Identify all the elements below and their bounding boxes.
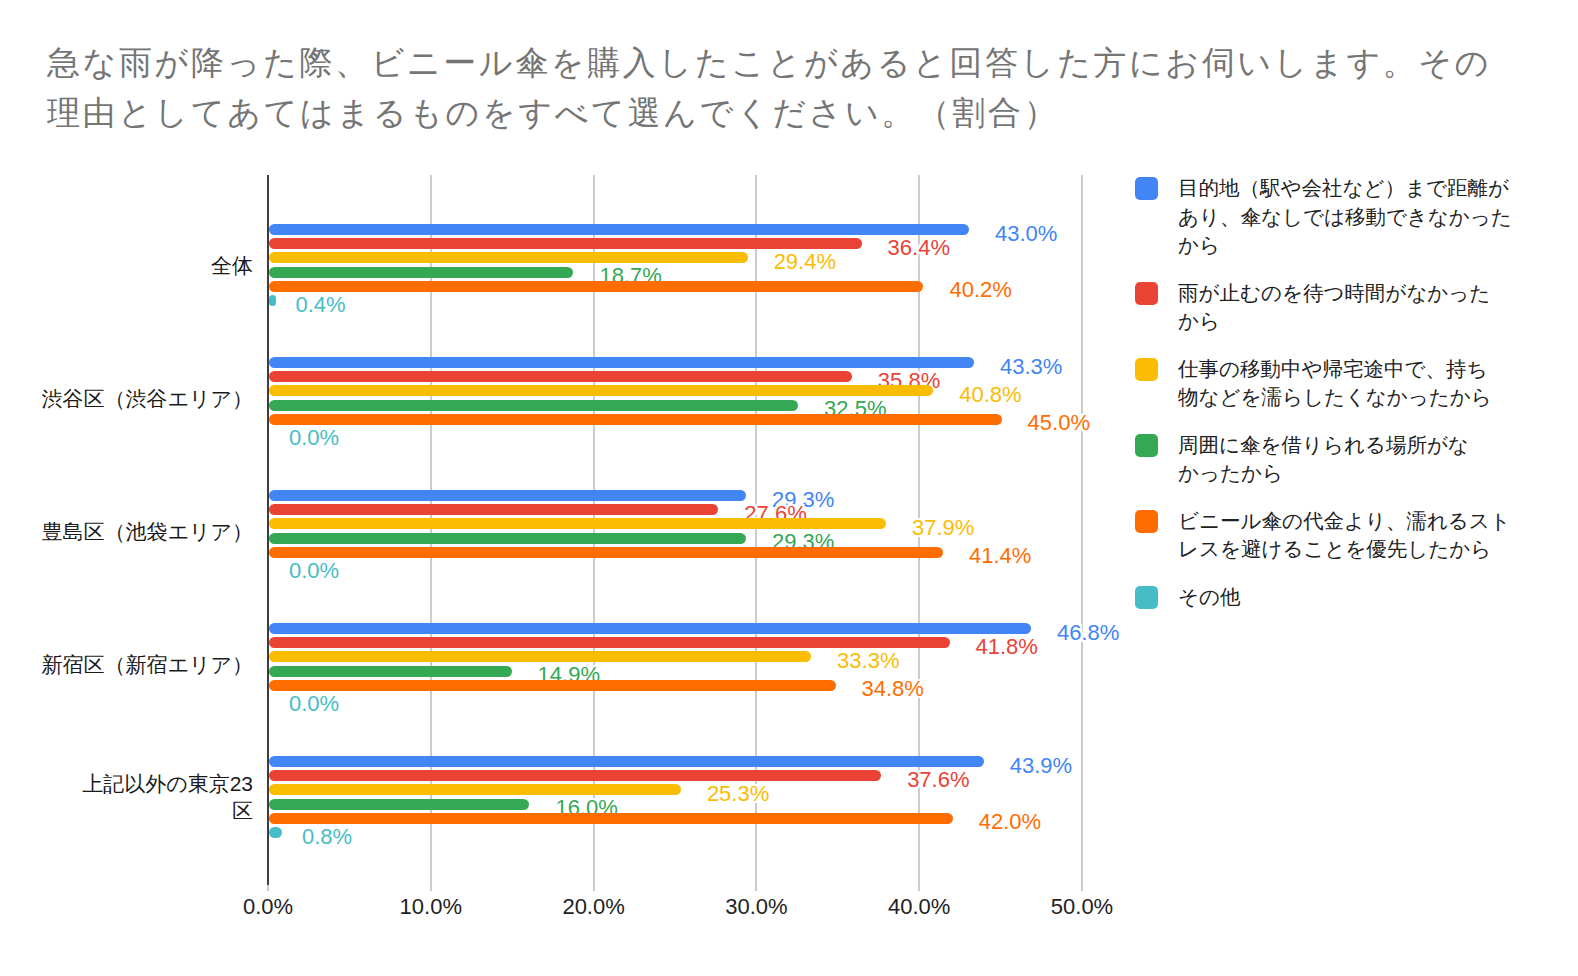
bar-series1-cat5 xyxy=(269,756,984,767)
value-label: 0.8% xyxy=(302,824,352,850)
value-label: 43.3% xyxy=(1000,354,1062,380)
y-axis-line xyxy=(267,175,269,885)
bar-series1-cat2 xyxy=(269,357,974,368)
bar-series5-cat1 xyxy=(269,281,923,292)
category-label: 渋谷区（渋谷エリア） xyxy=(13,385,253,412)
legend-item-4: 周囲に傘を借りられる場所がな かったから xyxy=(1135,431,1540,488)
value-label: 40.8% xyxy=(959,382,1021,408)
value-label: 25.3% xyxy=(707,781,769,807)
bar-series3-cat2 xyxy=(269,385,933,396)
value-label: 42.0% xyxy=(979,809,1041,835)
bar-series5-cat3 xyxy=(269,547,943,558)
bar-series1-cat3 xyxy=(269,490,746,501)
legend-swatch-icon xyxy=(1135,510,1158,533)
category-label: 豊島区（池袋エリア） xyxy=(13,518,253,545)
bar-series5-cat4 xyxy=(269,680,836,691)
value-label: 37.9% xyxy=(912,515,974,541)
category-label: 上記以外の東京23 区 xyxy=(13,770,253,824)
category-label: 全体 xyxy=(13,252,253,279)
value-label: 0.4% xyxy=(296,292,346,318)
bar-series4-cat2 xyxy=(269,400,798,411)
legend-label: 周囲に傘を借りられる場所がな かったから xyxy=(1178,431,1540,488)
legend-swatch-icon xyxy=(1135,358,1158,381)
legend-label: その他 xyxy=(1178,583,1540,612)
x-axis-tick-label: 30.0% xyxy=(725,894,787,920)
value-label: 40.2% xyxy=(949,277,1011,303)
value-label: 45.0% xyxy=(1028,410,1090,436)
value-label: 0.0% xyxy=(289,691,339,717)
legend-item-5: ビニール傘の代金より、濡れるスト レスを避けることを優先したから xyxy=(1135,507,1540,564)
bar-series2-cat1 xyxy=(269,238,862,249)
bar-series3-cat4 xyxy=(269,651,811,662)
value-label: 41.8% xyxy=(976,634,1038,660)
value-label: 43.0% xyxy=(995,221,1057,247)
value-label: 36.4% xyxy=(888,235,950,261)
bar-series2-cat3 xyxy=(269,504,718,515)
bar-series4-cat1 xyxy=(269,267,573,278)
category-label: 新宿区（新宿エリア） xyxy=(13,651,253,678)
value-label: 0.0% xyxy=(289,425,339,451)
legend-swatch-icon xyxy=(1135,177,1158,200)
legend-item-3: 仕事の移動中や帰宅途中で、持ち 物などを濡らしたくなかったから xyxy=(1135,355,1540,412)
x-axis-tick-label: 20.0% xyxy=(562,894,624,920)
axis-tick xyxy=(755,885,757,891)
value-label: 41.4% xyxy=(969,543,1031,569)
x-axis-tick-label: 50.0% xyxy=(1051,894,1113,920)
bar-series4-cat5 xyxy=(269,799,529,810)
bar-series1-cat4 xyxy=(269,623,1031,634)
bar-series3-cat5 xyxy=(269,784,681,795)
value-label: 33.3% xyxy=(837,648,899,674)
bar-series5-cat2 xyxy=(269,414,1002,425)
value-label: 0.0% xyxy=(289,558,339,584)
axis-tick xyxy=(267,885,269,891)
legend-label: 雨が止むのを待つ時間がなかった から xyxy=(1178,279,1540,336)
bar-series4-cat4 xyxy=(269,666,512,677)
legend-label: 目的地（駅や会社など）まで距離が あり、傘なしでは移動できなかった から xyxy=(1178,174,1540,260)
legend-item-2: 雨が止むのを待つ時間がなかった から xyxy=(1135,279,1540,336)
value-label: 37.6% xyxy=(907,767,969,793)
legend-item-1: 目的地（駅や会社など）まで距離が あり、傘なしでは移動できなかった から xyxy=(1135,174,1540,260)
bar-series2-cat5 xyxy=(269,770,881,781)
legend-item-6: その他 xyxy=(1135,583,1540,612)
bar-series6-cat1 xyxy=(269,295,276,306)
axis-tick xyxy=(1081,885,1083,891)
value-label: 29.4% xyxy=(774,249,836,275)
axis-tick xyxy=(918,885,920,891)
legend-label: 仕事の移動中や帰宅途中で、持ち 物などを濡らしたくなかったから xyxy=(1178,355,1540,412)
axis-tick xyxy=(593,885,595,891)
bar-series4-cat3 xyxy=(269,533,746,544)
bar-series1-cat1 xyxy=(269,224,969,235)
x-axis-tick-label: 0.0% xyxy=(243,894,293,920)
gridline xyxy=(1081,175,1083,885)
value-label: 43.9% xyxy=(1010,753,1072,779)
bar-series2-cat4 xyxy=(269,637,950,648)
x-axis-tick-label: 10.0% xyxy=(400,894,462,920)
bar-chart: 急な雨が降った際、ビニール傘を購入したことがあると回答した方にお伺いします。その… xyxy=(0,0,1578,976)
bar-series5-cat5 xyxy=(269,813,953,824)
value-label: 34.8% xyxy=(862,676,924,702)
bar-series3-cat1 xyxy=(269,252,748,263)
bar-series3-cat3 xyxy=(269,518,886,529)
bar-series2-cat2 xyxy=(269,371,852,382)
legend-swatch-icon xyxy=(1135,586,1158,609)
bar-series6-cat5 xyxy=(269,827,282,838)
chart-title: 急な雨が降った際、ビニール傘を購入したことがあると回答した方にお伺いします。その… xyxy=(47,38,1557,138)
legend-label: ビニール傘の代金より、濡れるスト レスを避けることを優先したから xyxy=(1178,507,1540,564)
value-label: 46.8% xyxy=(1057,620,1119,646)
axis-tick xyxy=(430,885,432,891)
legend-swatch-icon xyxy=(1135,282,1158,305)
legend: 目的地（駅や会社など）まで距離が あり、傘なしでは移動できなかった から雨が止む… xyxy=(1135,174,1540,611)
x-axis-tick-label: 40.0% xyxy=(888,894,950,920)
legend-swatch-icon xyxy=(1135,434,1158,457)
